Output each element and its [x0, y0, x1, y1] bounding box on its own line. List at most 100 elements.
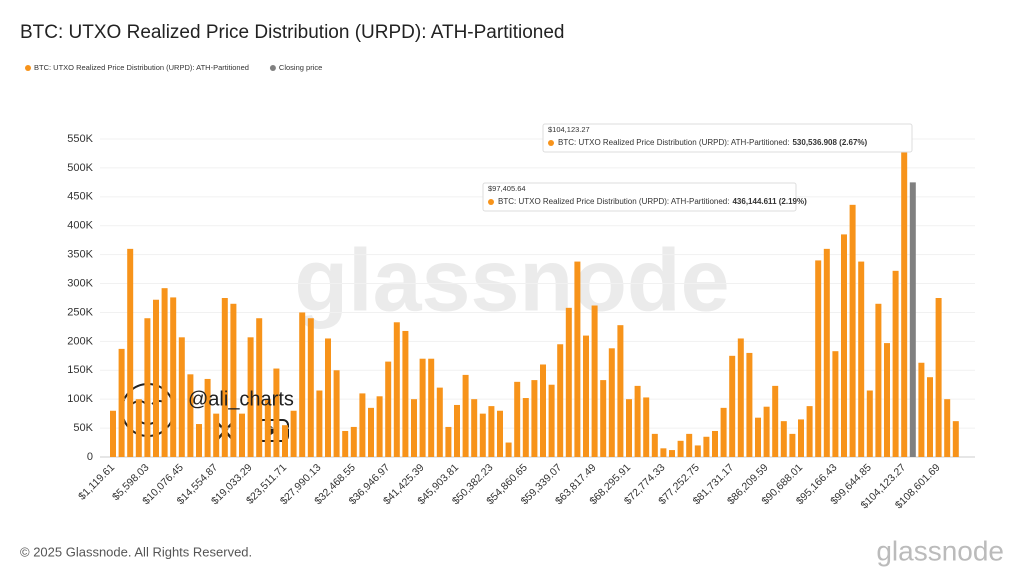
bar: [454, 404, 460, 457]
bar: [299, 312, 306, 457]
y-tick-label: 400K: [67, 220, 93, 232]
bar: [359, 393, 366, 457]
bar: [385, 361, 392, 457]
bar: [780, 421, 787, 457]
bar: [763, 406, 770, 457]
bar: [505, 442, 512, 457]
tooltip-label: BTC: UTXO Realized Price Distribution (U…: [558, 138, 789, 147]
bar: [247, 337, 254, 457]
bar: [823, 248, 830, 457]
tooltip-title: $104,123.27: [548, 125, 590, 134]
bar: [737, 338, 744, 457]
bar: [892, 270, 899, 457]
bar: [436, 387, 443, 457]
bar: [118, 348, 125, 457]
legend-label: BTC: UTXO Realized Price Distribution (U…: [34, 63, 249, 72]
bar: [196, 424, 202, 457]
y-tick-label: 300K: [67, 277, 93, 289]
bar: [135, 399, 142, 457]
bar: [866, 390, 873, 457]
bar: [350, 426, 357, 457]
bar: [144, 318, 151, 457]
y-tick-label: 550K: [67, 133, 93, 145]
footer: © 2025 Glassnode. All Rights Reserved.: [20, 544, 252, 559]
bar: [875, 303, 882, 457]
bar: [368, 407, 374, 457]
chart-title: BTC: UTXO Realized Price Distribution (U…: [20, 22, 564, 43]
bar: [239, 413, 245, 457]
bar: [273, 368, 280, 457]
y-tick-label: 0: [87, 451, 93, 463]
bar: [110, 410, 116, 457]
bar: [634, 385, 641, 457]
bar: [643, 397, 650, 457]
bar: [514, 381, 521, 457]
y-tick-label: 150K: [67, 364, 93, 376]
bar: [393, 322, 400, 457]
bar: [918, 362, 925, 457]
bar: [772, 385, 779, 457]
legend-marker: [25, 65, 31, 71]
tooltip: $104,123.27 BTC: UTXO Realized Price Dist…: [542, 123, 913, 153]
bar: [342, 430, 349, 457]
bar: [608, 348, 615, 457]
bar: [712, 430, 718, 457]
bar: [952, 421, 959, 457]
tooltip-marker: [488, 199, 494, 205]
y-tick-label: 500K: [67, 162, 93, 174]
y-tick-label: 350K: [67, 249, 93, 261]
bar: [333, 370, 340, 457]
bar: [531, 380, 538, 457]
bar: [815, 260, 822, 457]
bar: [325, 338, 331, 457]
bar: [660, 448, 667, 457]
bar: [574, 261, 581, 457]
legend-label: Closing price: [279, 63, 322, 72]
tooltip-value: 530,536.908 (2.67%): [792, 138, 867, 147]
bar: [901, 150, 908, 457]
logo: glassnode: [876, 535, 1004, 566]
bar: [686, 433, 693, 457]
bar: [789, 433, 796, 457]
bar: [703, 436, 710, 457]
bar: [849, 204, 856, 457]
bar: [522, 398, 529, 457]
bar: [411, 399, 417, 457]
bar: [290, 410, 297, 457]
bar: [170, 297, 177, 457]
tooltip-label: BTC: UTXO Realized Price Distribution (U…: [498, 197, 729, 206]
bar: [565, 307, 572, 457]
bar: [548, 384, 555, 457]
bar: [316, 390, 323, 457]
bar: [402, 330, 409, 457]
bar: [428, 358, 435, 457]
watermark: glassnode: [294, 230, 729, 329]
tooltip-box: [542, 123, 913, 153]
bar: [264, 399, 271, 457]
bar: [841, 234, 847, 457]
y-tick-label: 200K: [67, 335, 93, 347]
bar: [729, 355, 736, 457]
bar: [832, 351, 839, 457]
bar: [221, 298, 228, 457]
bar: [927, 377, 933, 457]
bar: [935, 298, 942, 457]
bar: [282, 425, 288, 457]
bar: [944, 399, 951, 457]
bar: [720, 407, 727, 457]
y-tick-label: 50K: [73, 422, 93, 434]
bar: [669, 450, 675, 457]
bar: [178, 337, 185, 457]
bar: [626, 399, 632, 457]
bar: [694, 445, 701, 457]
tooltip-title: $97,405.64: [488, 184, 526, 193]
bar: [600, 380, 607, 457]
bar: [651, 433, 658, 457]
bar: [204, 378, 211, 457]
bar: [755, 417, 761, 457]
bar: [497, 410, 503, 457]
bar: [153, 299, 159, 457]
bar: [479, 413, 486, 457]
bar: [858, 261, 865, 457]
